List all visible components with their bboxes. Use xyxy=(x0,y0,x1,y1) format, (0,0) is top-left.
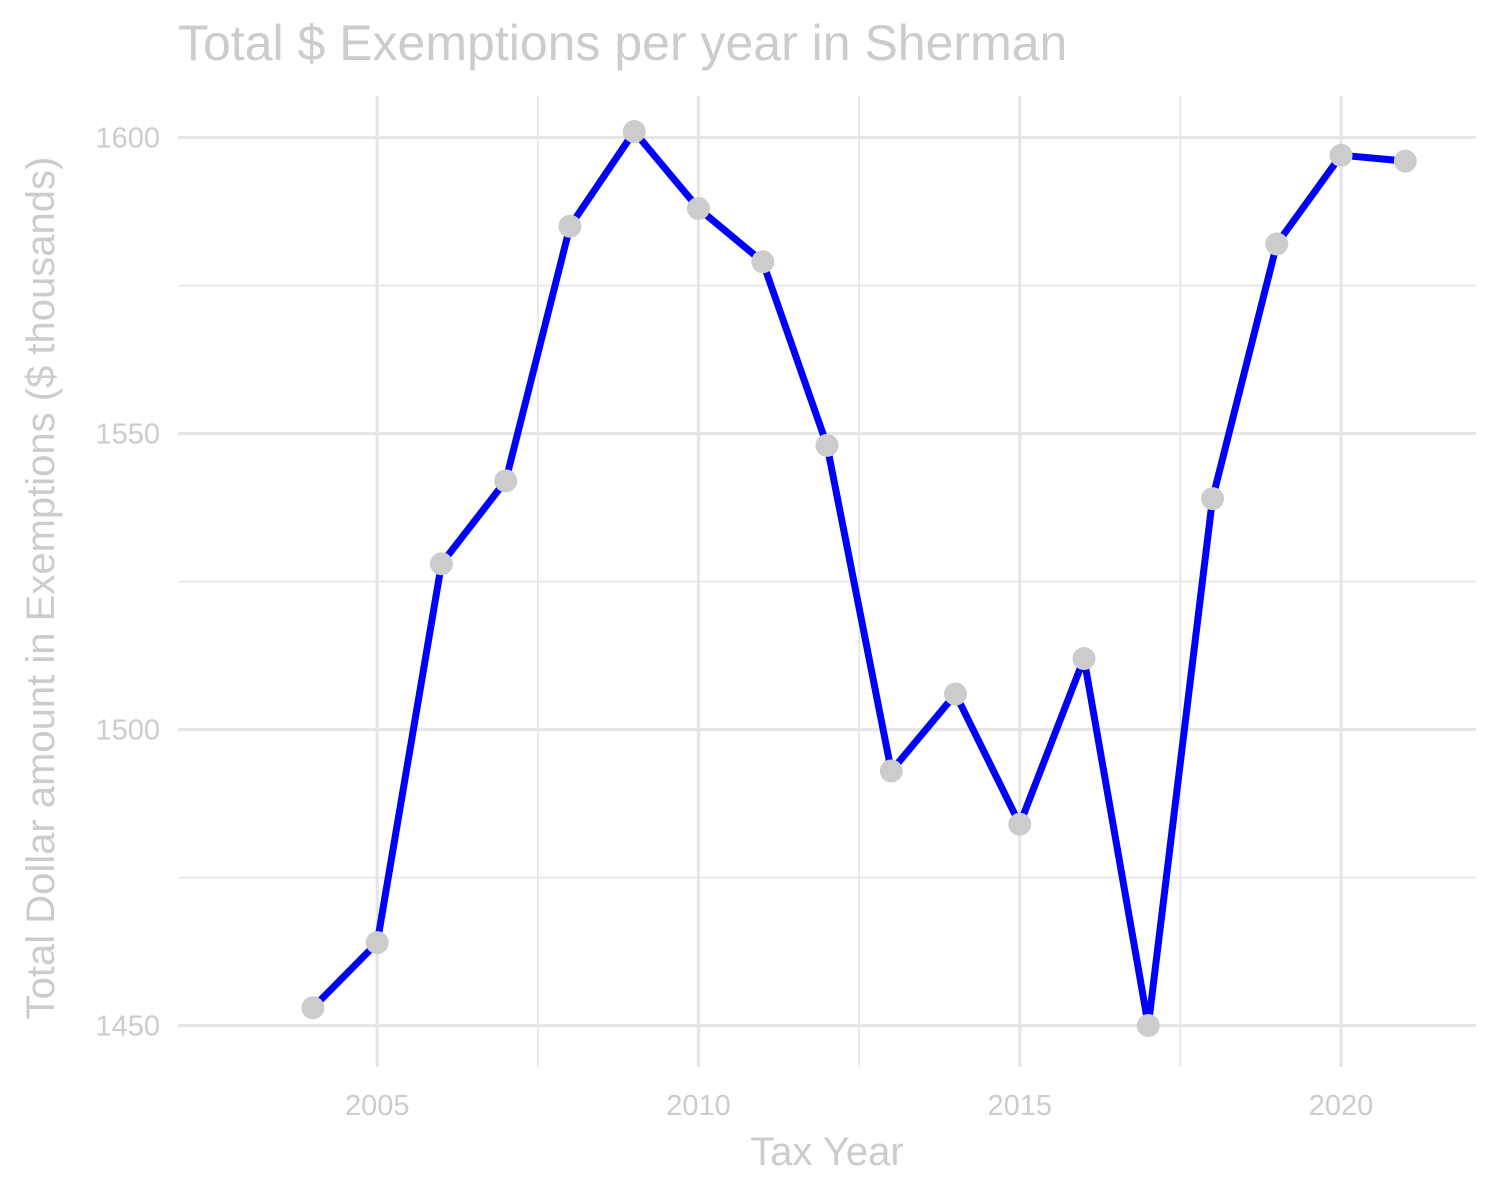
y-tick-label: 1450 xyxy=(95,1011,160,1043)
y-axis-ticks: 1450 1500 1550 1600 xyxy=(95,122,160,1042)
data-point xyxy=(1329,143,1353,167)
y-tick-label: 1600 xyxy=(95,122,160,154)
y-tick-label: 1550 xyxy=(95,418,160,450)
data-point xyxy=(558,214,582,238)
data-point xyxy=(944,682,968,706)
data-point xyxy=(686,196,710,220)
data-point xyxy=(1136,1014,1160,1038)
data-point xyxy=(1008,812,1032,836)
x-axis-title: Tax Year xyxy=(750,1130,903,1174)
data-point xyxy=(301,996,325,1020)
data-point xyxy=(622,120,646,144)
chart-title: Total $ Exemptions per year in Sherman xyxy=(178,15,1068,71)
data-point xyxy=(365,931,389,955)
x-axis-ticks: 2005 2010 2015 2020 xyxy=(345,1090,1373,1122)
series-line-path xyxy=(310,128,1406,1030)
data-points xyxy=(301,120,1417,1038)
y-axis-title: Total Dollar amount in Exemptions ($ tho… xyxy=(19,157,63,1020)
data-point xyxy=(1393,149,1417,173)
data-point xyxy=(1265,232,1289,256)
data-point xyxy=(1201,487,1225,511)
x-tick-label: 2015 xyxy=(988,1090,1053,1122)
x-tick-label: 2005 xyxy=(345,1090,410,1122)
y-tick-label: 1500 xyxy=(95,715,160,747)
x-tick-label: 2010 xyxy=(666,1090,731,1122)
data-point xyxy=(815,433,839,457)
data-point xyxy=(494,469,518,493)
series-line xyxy=(310,128,1406,1030)
x-tick-label: 2020 xyxy=(1309,1090,1374,1122)
grid-lines xyxy=(178,96,1476,1067)
data-point xyxy=(1072,646,1096,670)
data-point xyxy=(751,250,775,274)
data-point xyxy=(879,759,903,783)
data-point xyxy=(429,552,453,576)
